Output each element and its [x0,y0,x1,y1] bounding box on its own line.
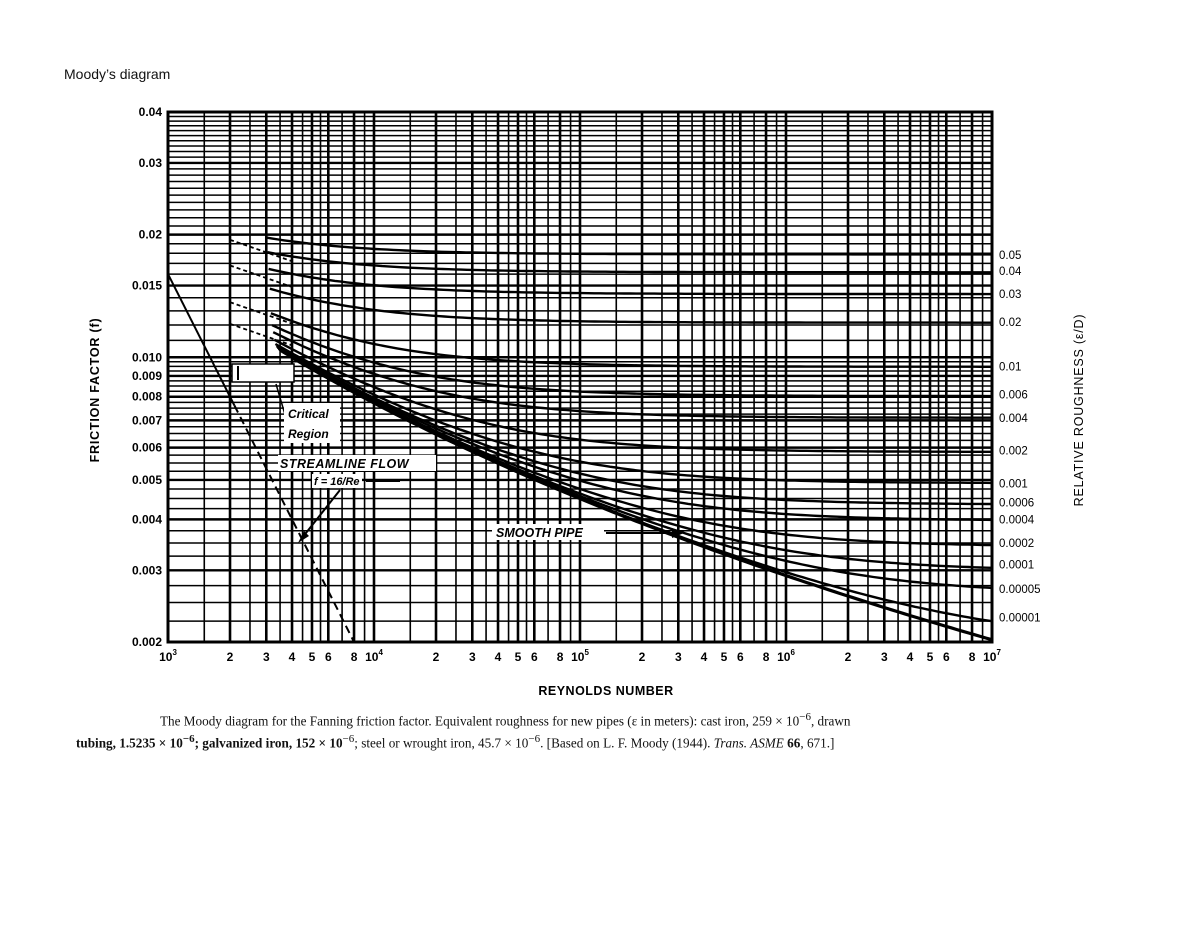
chart-grid [166,110,992,644]
y-tick-label: 0.002 [132,635,162,649]
roughness-curve [266,236,992,256]
x-tick-label: 104 [365,648,383,664]
y-tick-label: 0.02 [139,228,163,242]
y-tick-label: 0.006 [132,441,162,455]
roughness-curve [270,312,992,368]
roughness-label: 0.0006 [999,498,1034,510]
x-tick-label: 2 [845,650,852,664]
streamline-arrow [301,489,341,539]
y-tick-label: 0.005 [132,473,162,487]
x-tick-label: 4 [289,650,296,664]
roughness-label: 0.004 [999,413,1028,425]
y-tick-label: 0.004 [132,512,162,526]
chart-annotations: Critical Region STREAMLINE FLOW f = 16/Re SM… [231,363,684,543]
roughness-curve [273,338,992,453]
x-tick-label: 5 [515,650,522,664]
smooth-pipe-curve [291,356,993,642]
caption-line-2: tubing, 1.5235 × 10−6; galvanized iron, … [76,733,835,751]
roughness-label: 0.03 [999,289,1021,301]
roughness-curve [267,251,992,274]
roughness-label: 0.01 [999,361,1021,373]
roughness-label: 0.001 [999,478,1028,490]
roughness-curve [276,346,993,522]
y-tick-label: 0.010 [132,350,162,364]
x-tick-label: 6 [325,650,332,664]
y-tick-label: 0.008 [132,390,162,404]
y2-axis-label: RELATIVE ROUGHNESS (ε/D) [1072,314,1086,507]
x-tick-label: 8 [763,650,770,664]
x-tick-label: 3 [675,650,682,664]
streamline-flow-label: STREAMLINE FLOW [280,457,410,471]
x-tick-label: 106 [777,648,795,664]
y-tick-label: 0.003 [132,563,162,577]
x-tick-label: 105 [571,648,589,664]
roughness-label: 0.05 [999,250,1021,262]
x-tick-label: 5 [927,650,934,664]
chart-axes: 0.040.030.020.0150.0100.0090.0080.0070.0… [132,105,1041,664]
x-tick-label: 8 [969,650,976,664]
roughness-curves [167,236,993,643]
x-tick-label: 5 [309,650,316,664]
critical-region-label-2: Region [288,427,329,441]
moody-chart-figure: 0.04 0.03 0.02 0.015 0.010 0.009 0.008 0.007 0.0… [60,100,1100,765]
smooth-pipe-label: SMOOTH PIPE [496,526,583,540]
x-tick-label: 2 [227,650,234,664]
x-tick-label: 4 [495,650,502,664]
roughness-label: 0.00001 [999,612,1041,624]
x-tick-label: 6 [531,650,538,664]
roughness-curve [272,331,992,419]
x-tick-label: 5 [721,650,728,664]
critical-region-label: Critical [288,407,329,421]
y-tick-label: 0.009 [132,369,162,383]
x-tick-label: 6 [737,650,744,664]
roughness-curve [271,324,992,398]
roughness-label: 0.002 [999,446,1028,458]
roughness-label: 0.04 [999,266,1022,278]
y-tick-label: 0.03 [139,156,163,170]
roughness-curve [269,287,992,324]
x-tick-label: 8 [557,650,564,664]
x-tick-label: 4 [907,650,914,664]
roughness-curve [268,267,992,296]
x-tick-label: 2 [433,650,440,664]
moody-chart: 0.040.030.020.0150.0100.0090.0080.0070.0… [88,105,1086,698]
y-tick-label: 0.015 [132,279,162,293]
streamline-formula-label: f = 16/Re [314,476,360,488]
roughness-label: 0.0002 [999,538,1034,550]
roughness-label: 0.0001 [999,559,1034,571]
roughness-curve [275,345,992,506]
y-axis-label: FRICTION FACTOR (f) [88,318,102,463]
page-title: Moody’s diagram [64,66,171,82]
figure-caption: The Moody diagram for the Fanning fricti… [76,708,1086,753]
y-tick-label: 0.007 [132,413,162,427]
roughness-label: 0.0004 [999,514,1035,526]
x-tick-label: 3 [469,650,476,664]
x-tick-label: 3 [881,650,888,664]
roughness-label: 0.00005 [999,584,1041,596]
x-tick-label: 3 [263,650,270,664]
laminar-line-dashed [233,404,355,643]
laminar-line [167,273,236,406]
x-tick-label: 8 [351,650,358,664]
x-tick-label: 107 [983,648,1001,664]
x-tick-label: 4 [701,650,708,664]
roughness-curve [274,342,993,485]
x-tick-label: 2 [639,650,646,664]
roughness-label: 0.006 [999,390,1028,402]
roughness-label: 0.02 [999,317,1021,329]
x-tick-label: 103 [159,648,177,664]
x-axis-label: REYNOLDS NUMBER [538,684,673,698]
y-tick-label: 0.04 [139,105,163,119]
critical-label-bg [284,403,340,443]
caption-line-1: The Moody diagram for the Fanning fricti… [160,711,851,729]
x-tick-label: 6 [943,650,950,664]
critical-region-box [231,363,295,383]
